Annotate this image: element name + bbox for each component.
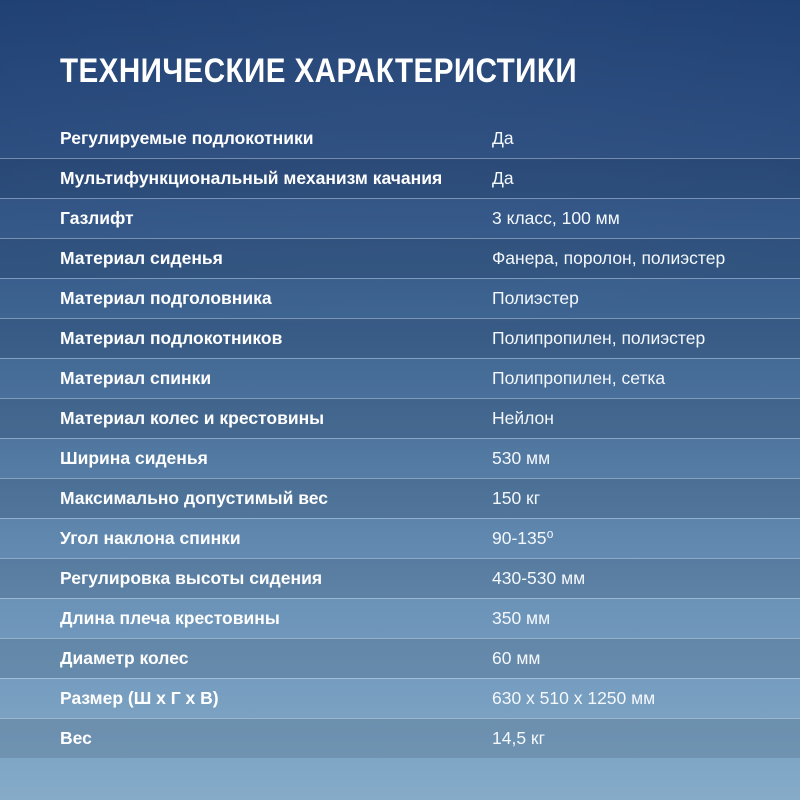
spec-value: 150 кг xyxy=(492,488,541,508)
spec-value: 14,5 кг xyxy=(492,728,545,748)
page-title: ТЕХНИЧЕСКИЕ ХАРАКТЕРИСТИКИ xyxy=(60,52,578,90)
spec-row: Угол наклона спинки 90-135⁰ xyxy=(0,518,800,558)
spec-value: Да xyxy=(492,127,514,148)
spec-value: 530 мм xyxy=(492,448,551,468)
spec-row: Ширина сиденья 530 мм xyxy=(0,438,800,478)
spec-row: Диаметр колес 60 мм xyxy=(0,638,800,678)
spec-row: Газлифт 3 класс, 100 мм xyxy=(0,198,800,238)
spec-row: Вес 14,5 кг xyxy=(0,718,800,758)
spec-value: 3 класс, 100 мм xyxy=(492,208,620,228)
spec-value: 430-530 мм xyxy=(492,568,586,588)
spec-row: Материал спинки Полипропилен, сетка xyxy=(0,358,800,398)
spec-label: Размер (Ш х Г х В) xyxy=(60,688,219,708)
spec-value: 60 мм xyxy=(492,648,541,668)
spec-value: Полиэстер xyxy=(492,288,579,308)
spec-value: 630 х 510 х 1250 мм xyxy=(492,688,656,708)
spec-label: Материал колес и крестовины xyxy=(60,408,325,428)
spec-label: Материал подголовника xyxy=(60,288,272,308)
spec-row: Регулировка высоты сидения 430-530 мм xyxy=(0,558,800,598)
spec-label: Угол наклона спинки xyxy=(60,528,241,548)
spec-label: Материал сиденья xyxy=(60,248,223,268)
spec-row: Мультифункциональный механизм качания Да xyxy=(0,158,800,198)
spec-table: Регулируемые подлокотники Да Мультифункц… xyxy=(0,118,800,758)
spec-label: Длина плеча крестовины xyxy=(60,608,280,628)
spec-value: Фанера, поролон, полиэстер xyxy=(492,248,726,268)
spec-row: Регулируемые подлокотники Да xyxy=(0,118,800,158)
spec-row: Максимально допустимый вес 150 кг xyxy=(0,478,800,518)
spec-value: Да xyxy=(492,168,514,188)
spec-label: Ширина сиденья xyxy=(60,448,208,468)
spec-label: Максимально допустимый вес xyxy=(60,488,328,508)
spec-value: 350 мм xyxy=(492,608,551,628)
spec-label: Регулируемые подлокотники xyxy=(60,127,314,148)
spec-value: Полипропилен, полиэстер xyxy=(492,328,706,348)
spec-value: 90-135⁰ xyxy=(492,528,554,548)
spec-label: Диаметр колес xyxy=(60,648,189,668)
spec-label: Вес xyxy=(60,728,92,748)
spec-row: Материал сиденья Фанера, поролон, полиэс… xyxy=(0,238,800,278)
spec-row: Размер (Ш х Г х В) 630 х 510 х 1250 мм xyxy=(0,678,800,718)
spec-row: Материал подголовника Полиэстер xyxy=(0,278,800,318)
spec-value: Полипропилен, сетка xyxy=(492,368,666,388)
spec-label: Мультифункциональный механизм качания xyxy=(60,168,443,188)
spec-row: Материал колес и крестовины Нейлон xyxy=(0,398,800,438)
spec-row: Длина плеча крестовины 350 мм xyxy=(0,598,800,638)
spec-label: Материал подлокотников xyxy=(60,328,283,348)
spec-value: Нейлон xyxy=(492,408,554,428)
spec-label: Материал спинки xyxy=(60,368,212,388)
spec-label: Газлифт xyxy=(60,208,134,228)
spec-label: Регулировка высоты сидения xyxy=(60,568,323,588)
spec-row: Материал подлокотников Полипропилен, пол… xyxy=(0,318,800,358)
